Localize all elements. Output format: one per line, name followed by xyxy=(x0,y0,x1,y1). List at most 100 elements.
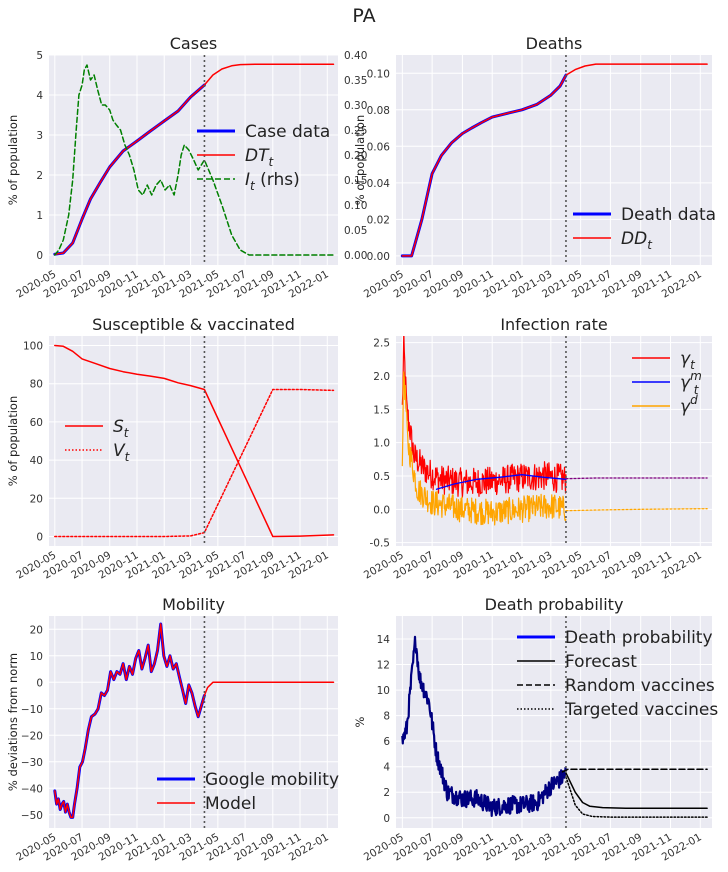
plot-area xyxy=(49,616,338,828)
y2-tick-label: 0.10 xyxy=(344,200,367,212)
y-tick-label: 10 xyxy=(377,685,390,697)
y-tick-label: 40 xyxy=(30,455,43,467)
y-tick-label: 0 xyxy=(36,677,43,689)
panel-deaths: Deaths2020-052020-072020-092020-112021-0… xyxy=(353,34,716,301)
legend-label-sub: t xyxy=(647,238,653,252)
y-tick-label: 0 xyxy=(36,531,43,543)
y-tick-label: −10 xyxy=(21,704,43,716)
plot-area xyxy=(49,55,338,265)
y-tick-label: 0.00 xyxy=(367,251,390,263)
legend: Death probability Forecast Random vaccines… xyxy=(517,628,718,720)
legend-label-sub: t xyxy=(268,155,274,169)
y-tick-label: 4 xyxy=(36,90,43,102)
legend-label: Death data xyxy=(621,205,716,225)
y-tick-label: −30 xyxy=(21,757,43,769)
legend-label-main: Case data xyxy=(245,122,330,142)
series-line-i-t-rhs xyxy=(54,64,335,256)
y-tick-label: -0.5 xyxy=(370,538,391,550)
legend-label-main: Random vaccines xyxy=(565,676,715,696)
y-tick-label: 2 xyxy=(383,787,390,799)
y-tick-label: 0.06 xyxy=(367,141,391,153)
y-tick-label: 0.02 xyxy=(367,214,390,226)
series-line-dt-t xyxy=(54,63,335,255)
legend-label: St xyxy=(113,417,130,440)
y2-tick-label: 0.05 xyxy=(344,225,367,237)
legend-label-main: γ xyxy=(680,373,691,393)
y-axis-label: % xyxy=(353,716,367,727)
legend-label-main: Forecast xyxy=(565,652,637,672)
panel-title: Deaths xyxy=(526,34,583,53)
y2-tick-label: 0.35 xyxy=(344,75,367,87)
legend-label: γt xyxy=(680,349,696,372)
y-tick-label: −50 xyxy=(21,810,43,822)
legend-label-main: Death probability xyxy=(565,628,713,648)
legend-label: Google mobility xyxy=(205,770,339,790)
y-axis-label: % deviations from norm xyxy=(6,653,20,791)
legend-label-main: S xyxy=(113,417,124,437)
y-tick-label: 5 xyxy=(36,50,43,62)
y2-tick-label: 0.25 xyxy=(344,125,367,137)
y-tick-label: 80 xyxy=(30,379,43,391)
y-tick-label: 1.5 xyxy=(373,404,390,416)
legend-label-sub: t xyxy=(690,358,696,372)
y-tick-label: 2.0 xyxy=(373,371,390,383)
y-tick-label: 8 xyxy=(383,711,390,723)
legend-label: γm t xyxy=(680,369,702,397)
legend-label-main: Google mobility xyxy=(205,770,339,790)
series-group xyxy=(401,336,708,526)
series-line-s-t xyxy=(54,344,335,538)
y-tick-label: 10 xyxy=(30,651,43,663)
figure-title: PA xyxy=(352,5,375,27)
legend-label: Vt xyxy=(113,441,131,464)
panel-title: Cases xyxy=(170,34,218,53)
legend-label-sup: m xyxy=(690,369,702,383)
y-tick-label: 0.10 xyxy=(367,68,390,80)
legend-label-main: DT xyxy=(245,146,270,166)
y2-tick-label: 0.40 xyxy=(344,50,367,62)
y-tick-label: 12 xyxy=(377,660,390,672)
y-tick-label: 2.5 xyxy=(373,338,390,350)
legend-label-sub: t xyxy=(250,179,256,193)
series-line-targeted-vaccines xyxy=(565,776,708,818)
y2-tick-label: 0.20 xyxy=(344,150,367,162)
panel-cases: Cases2020-052020-072020-092020-112021-01… xyxy=(6,34,367,301)
legend-label-main: V xyxy=(113,441,126,461)
series-group xyxy=(400,63,708,258)
legend-label-main: DD xyxy=(621,229,647,249)
y-tick-label: 0.04 xyxy=(367,178,391,190)
legend-label: DDt xyxy=(621,229,653,252)
legend-label-sub: t xyxy=(694,383,700,397)
panel-death-probability: Death probability2020-052020-072020-0920… xyxy=(353,595,718,864)
y-tick-label: 100 xyxy=(23,341,43,353)
y-tick-label: 20 xyxy=(30,493,43,505)
y-axis-label: % of population xyxy=(6,115,20,206)
y-axis-label: % of population xyxy=(353,115,367,206)
panel-title: Susceptible & vaccinated xyxy=(92,315,295,334)
legend-label: Random vaccines xyxy=(565,676,715,696)
legend-label: Case data xyxy=(245,122,330,142)
legend-label-sup: d xyxy=(690,393,698,407)
y-tick-label: 3 xyxy=(36,130,43,142)
series-line-d xyxy=(401,371,567,526)
legend-label: γd xyxy=(680,393,698,417)
legend: Google mobility Model xyxy=(157,770,339,814)
series-group xyxy=(53,63,335,256)
panels: Cases2020-052020-072020-092020-112021-01… xyxy=(6,34,718,864)
y-axis-label: % of population xyxy=(6,396,20,487)
series-line-model xyxy=(54,623,335,819)
panel-mobility: Mobility2020-052020-072020-092020-112021… xyxy=(6,595,339,864)
legend-label-sub: t xyxy=(124,426,130,440)
y2-tick-label: 0.15 xyxy=(344,175,367,187)
plot-area xyxy=(49,336,338,546)
y-tick-label: 0.08 xyxy=(367,105,390,117)
legend-label-main: γ xyxy=(680,397,691,417)
legend-label-suffix: (rhs) xyxy=(255,170,300,190)
legend-label: Model xyxy=(205,794,256,814)
legend-label: Targeted vaccines xyxy=(564,700,718,720)
legend-label-sub: t xyxy=(125,450,131,464)
legend-label: It (rhs) xyxy=(245,170,300,193)
